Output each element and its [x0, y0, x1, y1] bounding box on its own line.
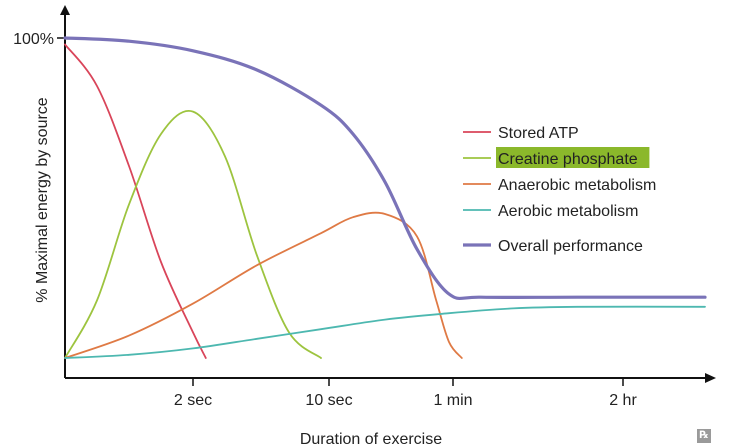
series-layer: [63, 36, 707, 359]
series-line-creatine-phosphate: [64, 109, 322, 359]
legend-item-aerobic-metabolism: Aerobic metabolism: [463, 203, 639, 220]
legend: Stored ATP Creatine phosphate Anaerobic me…: [463, 125, 656, 255]
axes: [60, 5, 716, 383]
legend-label-stored-atp: Stored ATP: [498, 125, 579, 142]
x-axis-arrow: [705, 373, 716, 383]
legend-item-anaerobic-metabolism: Anaerobic metabolism: [463, 177, 656, 194]
rx-logo-icon: ℞: [697, 429, 711, 443]
x-tick-label-1min: 1 min: [433, 392, 472, 409]
series-line-overall-performance: [63, 36, 707, 301]
y-tick-label-100: 100%: [13, 31, 54, 48]
legend-item-overall-performance: Overall performance: [463, 238, 643, 255]
series-line-aerobic-metabolism: [64, 305, 706, 359]
series-line-anaerobic-metabolism: [64, 211, 463, 359]
legend-item-creatine-phosphate: Creatine phosphate: [463, 147, 650, 168]
y-axis-title: % Maximal energy by source: [34, 97, 51, 303]
legend-highlight: [496, 147, 650, 168]
x-ticks: 2 sec 10 sec 1 min 2 hr: [174, 378, 637, 409]
x-tick-label-10sec: 10 sec: [305, 392, 352, 409]
y-ticks: 100%: [13, 31, 65, 48]
legend-item-stored-atp: Stored ATP: [463, 125, 579, 142]
series-line-stored-atp: [64, 43, 207, 359]
x-tick-label-2sec: 2 sec: [174, 392, 212, 409]
x-axis-title: Duration of exercise: [300, 431, 442, 448]
x-tick-label-2hr: 2 hr: [609, 392, 637, 409]
legend-label-aerobic-metabolism: Aerobic metabolism: [498, 203, 639, 220]
y-axis-arrow: [60, 5, 70, 15]
legend-label-overall-performance: Overall performance: [498, 238, 643, 255]
legend-label-anaerobic-metabolism: Anaerobic metabolism: [498, 177, 656, 194]
legend-label-creatine-phosphate: Creatine phosphate: [498, 151, 638, 168]
